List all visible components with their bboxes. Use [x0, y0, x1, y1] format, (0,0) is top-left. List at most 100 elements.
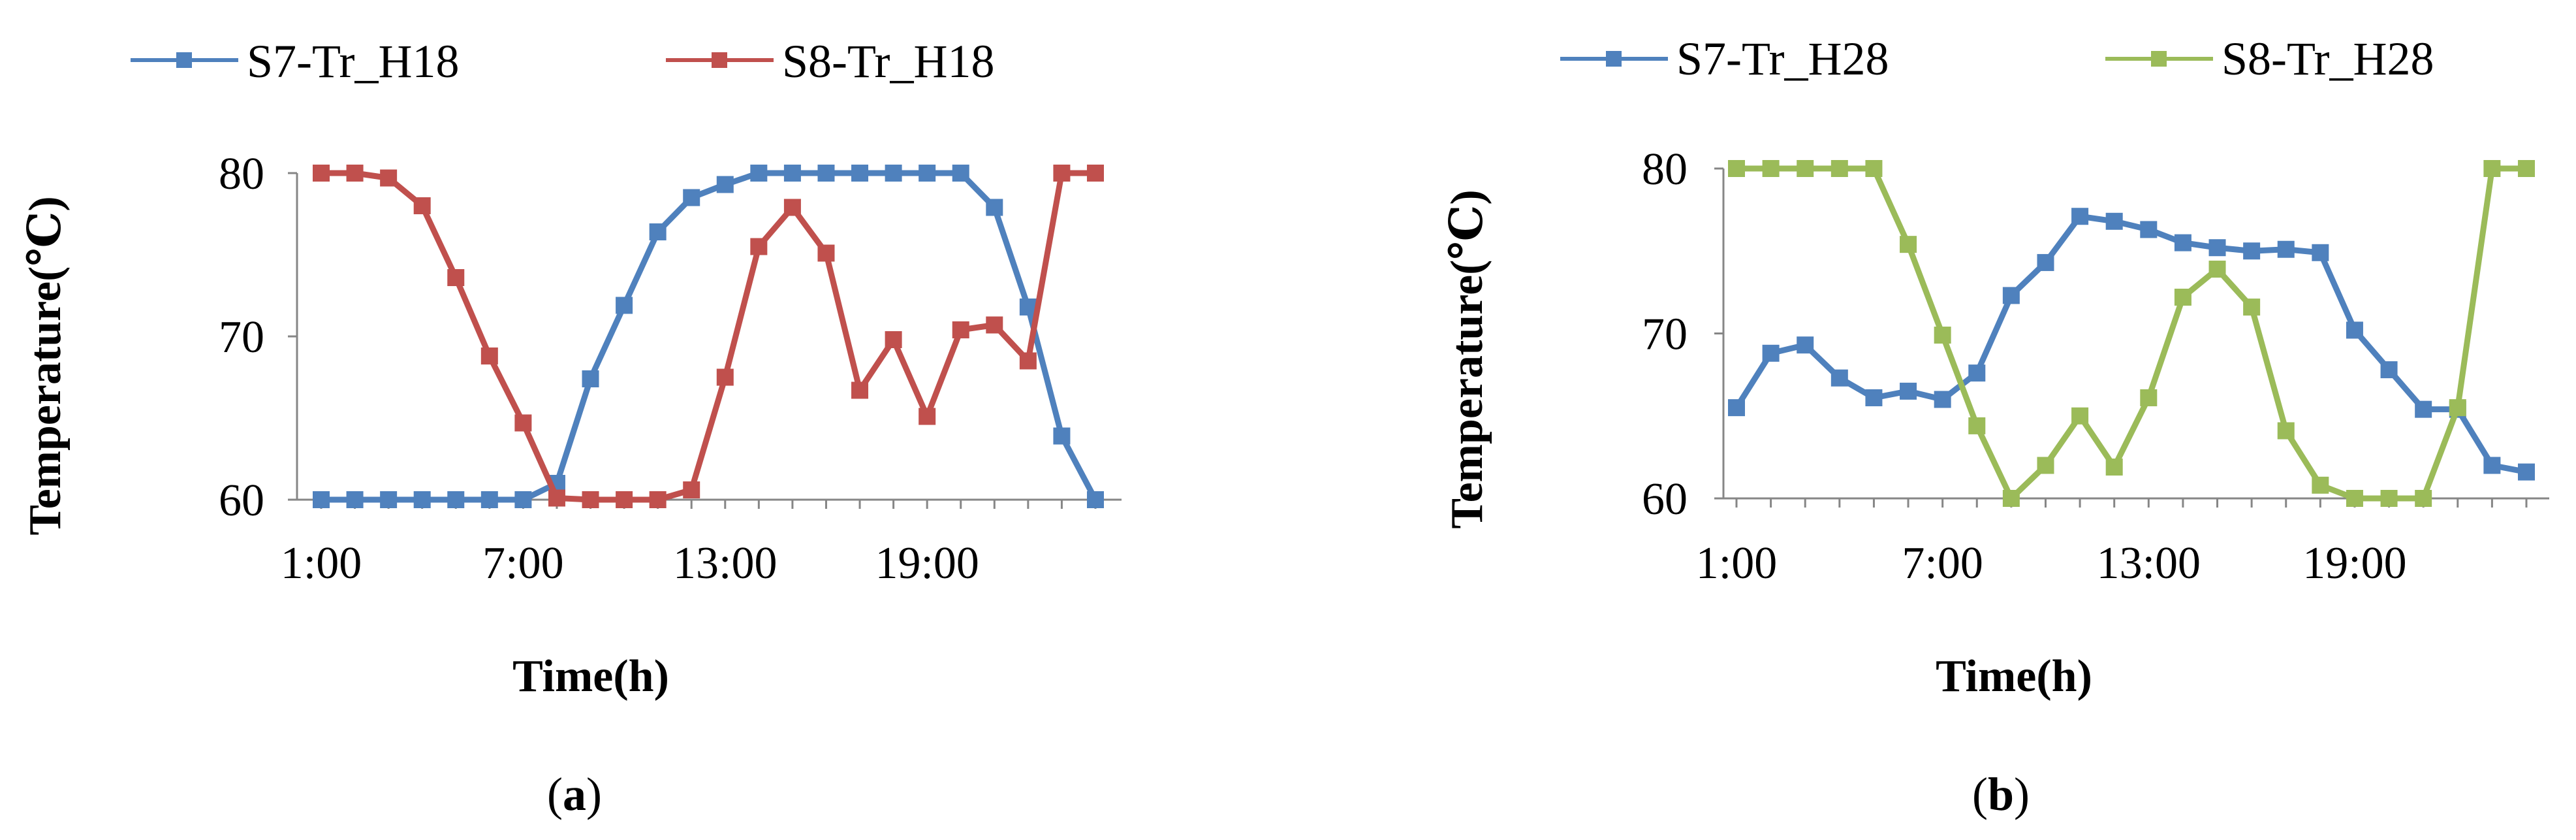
legend-b: S7-Tr_H28 S8-Tr_H28 [1560, 33, 2434, 85]
series-layer-b [1728, 160, 2535, 507]
data-point [2483, 160, 2501, 177]
y-tick-label: 60 [1642, 474, 1688, 525]
data-point [1934, 327, 1951, 344]
x-tick-label: 7:00 [482, 538, 563, 589]
data-point [1762, 160, 1780, 177]
y-tick-label: 60 [219, 476, 264, 526]
data-point [716, 368, 734, 386]
data-point [649, 491, 667, 508]
data-point [514, 491, 532, 508]
data-point [1865, 389, 1883, 406]
y-axis-title-a: Temperature(℃) [20, 196, 71, 535]
data-point [750, 165, 768, 182]
data-point [2105, 459, 2123, 476]
data-point [1019, 299, 1037, 315]
data-point [2380, 490, 2398, 507]
data-point [952, 165, 969, 182]
x-axis-title-a: Time(h) [512, 651, 669, 702]
panel-letter-a: a [563, 768, 586, 820]
data-point [683, 481, 700, 498]
data-point [1865, 160, 1883, 177]
x-tick-label: 1:00 [1696, 538, 1777, 589]
data-point [2449, 399, 2466, 417]
series-line [321, 170, 1098, 503]
data-point [380, 169, 398, 187]
data-point [1968, 417, 1986, 434]
legend-marker-b-1 [2151, 51, 2167, 67]
data-point [851, 381, 869, 399]
data-point [683, 189, 700, 206]
series-b-0 [1728, 208, 2535, 481]
panel-label-a: (a) [547, 768, 602, 820]
data-point [1728, 160, 1745, 177]
chart-panel-b: S7-Tr_H28 S8-Tr_H28 60 70 80 1:00 7:00 13:00… [1442, 33, 2549, 820]
data-point [2002, 490, 2020, 507]
data-point [2071, 208, 2089, 225]
data-point [919, 408, 936, 425]
data-point [548, 489, 565, 507]
data-point [447, 491, 465, 508]
data-point [783, 165, 801, 182]
data-point [1968, 364, 1986, 382]
data-point [1830, 369, 1848, 387]
data-point [2380, 361, 2398, 379]
data-point [885, 165, 902, 182]
series-line [1736, 165, 2526, 502]
data-point [2037, 457, 2054, 474]
data-point [313, 491, 330, 508]
legend-marker-a-0 [176, 52, 192, 68]
y-tick-label: 70 [219, 312, 264, 363]
data-point [817, 165, 835, 182]
data-point [1797, 160, 1814, 177]
legend-label-b-1: S8-Tr_H28 [2222, 33, 2434, 85]
data-point [480, 347, 498, 364]
data-point [2140, 389, 2158, 406]
data-point [1934, 391, 1951, 408]
legend-marker-b-0 [1606, 51, 1622, 67]
data-point [1762, 344, 1780, 362]
data-point [582, 370, 599, 387]
data-point [2312, 244, 2329, 261]
data-point [346, 491, 364, 508]
data-point [2483, 457, 2501, 474]
x-tick-label: 7:00 [1902, 538, 1983, 589]
legend-label-a-1: S8-Tr_H18 [782, 35, 994, 88]
data-point [2002, 287, 2020, 304]
data-point [582, 491, 599, 508]
data-point [2105, 212, 2123, 230]
series-a-1 [313, 165, 1104, 508]
data-point [1053, 427, 1071, 445]
data-point [919, 165, 936, 182]
y-axis-a: 60 70 80 [219, 149, 298, 526]
data-point [346, 165, 364, 182]
data-point [380, 491, 398, 508]
data-point [413, 197, 431, 214]
data-point [851, 165, 869, 182]
series-layer-a [313, 165, 1104, 508]
data-point [2518, 160, 2535, 177]
legend-a: S7-Tr_H18 S8-Tr_H18 [131, 35, 994, 88]
data-point [1019, 352, 1037, 370]
data-point [1900, 382, 1917, 400]
data-point [2346, 321, 2363, 339]
chart-panel-a: S7-Tr_H18 S8-Tr_H18 60 70 80 1:00 7:00 13:00… [20, 35, 1122, 820]
legend-marker-a-1 [712, 52, 727, 68]
y-tick-label: 70 [1642, 310, 1688, 360]
x-axis-b: 1:00 7:00 13:00 19:00 [1696, 497, 2549, 589]
data-point [2243, 299, 2261, 316]
data-point [1053, 165, 1071, 182]
data-point [1087, 491, 1104, 508]
data-point [2346, 490, 2363, 507]
data-point [649, 223, 667, 240]
y-axis-b: 60 70 80 [1642, 144, 1725, 525]
data-point [1830, 160, 1848, 177]
y-tick-label: 80 [1642, 144, 1688, 195]
data-point [2277, 422, 2295, 440]
data-point [2174, 234, 2191, 251]
data-point [2174, 288, 2191, 306]
data-point [2208, 261, 2226, 278]
data-point [514, 414, 532, 432]
y-tick-label: 80 [219, 149, 264, 199]
data-point [616, 297, 633, 314]
legend-label-b-0: S7-Tr_H28 [1676, 33, 1889, 85]
